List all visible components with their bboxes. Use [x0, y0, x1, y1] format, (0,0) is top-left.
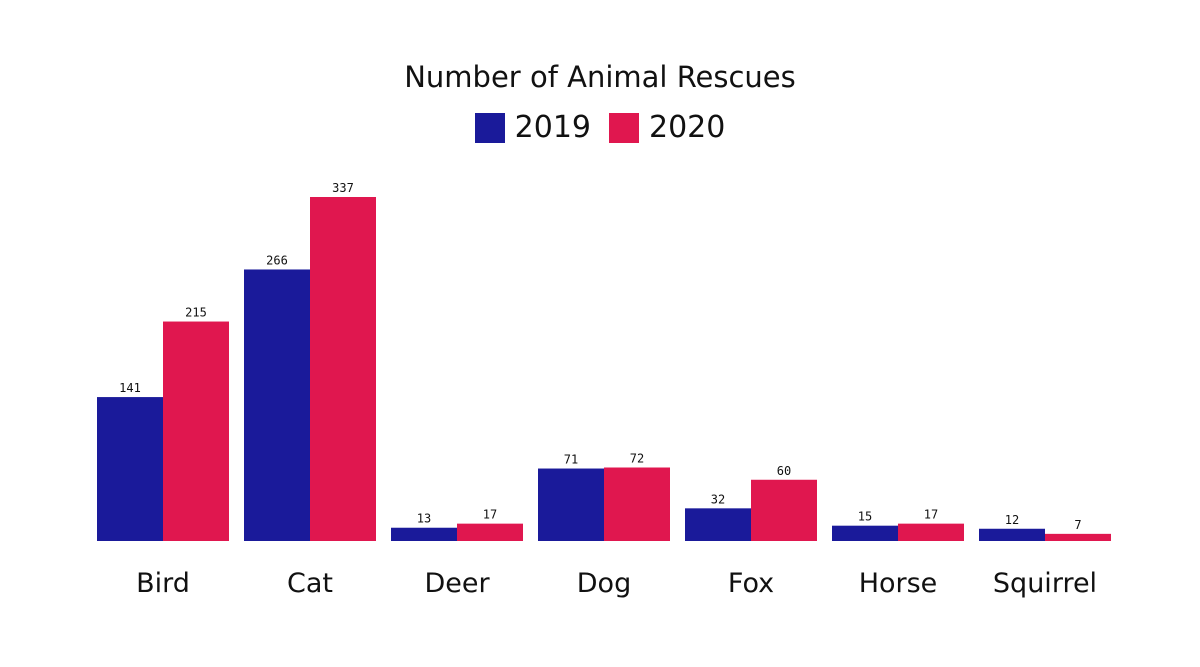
category-label-squirrel: Squirrel: [993, 568, 1097, 599]
data-label-deer-2019: 13: [417, 512, 431, 526]
category-label-cat: Cat: [287, 568, 333, 599]
legend: 2019 2020: [0, 110, 1200, 145]
bar-horse-2020: [898, 523, 964, 541]
category-label-dog: Dog: [577, 568, 631, 599]
data-label-deer-2020: 17: [483, 508, 497, 522]
legend-item-2019: 2019: [474, 110, 591, 145]
bar-cat-2020: [310, 197, 376, 541]
legend-label-2020: 2020: [649, 110, 726, 145]
category-label-bird: Bird: [136, 568, 190, 599]
data-label-bird-2020: 215: [185, 306, 207, 320]
chart-title: Number of Animal Rescues: [404, 60, 796, 94]
bar-squirrel-2019: [979, 528, 1045, 541]
bar-deer-2019: [391, 527, 457, 541]
category-label-horse: Horse: [859, 568, 938, 599]
data-label-fox-2019: 32: [711, 492, 725, 506]
data-label-squirrel-2020: 7: [1074, 518, 1081, 532]
data-label-bird-2019: 141: [119, 381, 141, 395]
data-label-cat-2020: 337: [332, 181, 354, 195]
legend-item-2020: 2020: [609, 110, 725, 145]
data-label-fox-2020: 60: [777, 464, 791, 478]
data-label-squirrel-2019: 12: [1005, 513, 1019, 527]
bar-fox-2020: [751, 479, 817, 541]
bar-deer-2020: [457, 523, 523, 541]
data-label-dog-2020: 72: [630, 452, 644, 466]
bar-fox-2019: [685, 508, 751, 541]
bar-bird-2019: [97, 397, 163, 541]
data-label-horse-2019: 15: [858, 510, 872, 524]
bar-horse-2019: [832, 525, 898, 541]
data-label-cat-2019: 266: [266, 253, 288, 267]
data-label-horse-2020: 17: [924, 508, 938, 522]
legend-label-2019: 2019: [514, 110, 591, 145]
bar-cat-2019: [244, 269, 310, 541]
data-label-dog-2019: 71: [564, 453, 578, 467]
bar-dog-2020: [604, 467, 670, 541]
legend-swatch-2019: [474, 112, 505, 143]
bar-bird-2020: [163, 321, 229, 541]
category-label-fox: Fox: [728, 568, 774, 599]
bar-squirrel-2020: [1045, 533, 1111, 541]
legend-swatch-2020: [609, 112, 639, 143]
category-label-deer: Deer: [424, 568, 490, 599]
bar-dog-2019: [538, 468, 604, 541]
